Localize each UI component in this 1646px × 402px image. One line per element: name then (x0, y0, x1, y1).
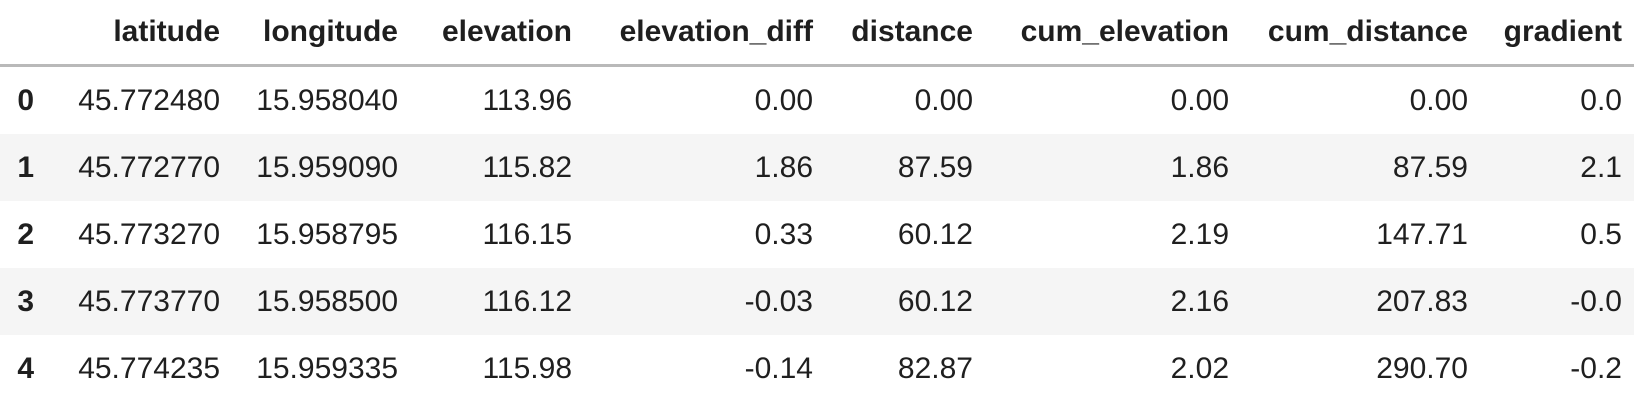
cell-cum_distance: 290.70 (1376, 352, 1468, 385)
cell-cum_distance: 147.71 (1376, 218, 1468, 251)
column-header-elevation_diff: elevation_diff (584, 0, 825, 67)
cell-gradient: -0.0 (1570, 285, 1622, 318)
cell-distance: 82.87 (897, 352, 973, 385)
column-header-gradient: gradient (1480, 0, 1634, 67)
cell-longitude: 15.959090 (256, 151, 398, 184)
cell-cum_elevation: 0.00 (1170, 84, 1229, 117)
cell-latitude: 45.772480 (78, 84, 220, 117)
cell-gradient: 0.0 (1580, 84, 1622, 117)
cell-longitude: 15.958040 (256, 84, 398, 117)
cell-cum_elevation: 2.19 (1170, 218, 1229, 251)
cell-latitude: 45.773270 (78, 218, 220, 251)
cell-distance: 60.12 (897, 218, 973, 251)
cell-distance: 0.00 (914, 84, 973, 117)
cell-latitude: 45.774235 (78, 352, 220, 385)
cell-elevation_diff: -0.14 (744, 352, 813, 385)
cell-distance: 60.12 (897, 285, 973, 318)
table-row: 3 45.773770 15.958500 116.12 -0.03 60.12 2.16 2… (0, 268, 1634, 335)
table-row: 1 45.772770 15.959090 115.82 1.86 87.59 1.86 87… (0, 134, 1634, 201)
cell-elevation: 115.82 (482, 151, 572, 184)
cell-cum_elevation: 2.16 (1170, 285, 1229, 318)
row-index: 1 (17, 151, 34, 184)
cell-elevation: 116.15 (482, 218, 572, 251)
cell-gradient: 2.1 (1580, 151, 1622, 184)
cell-longitude: 15.958795 (256, 218, 398, 251)
cell-elevation: 113.96 (482, 84, 572, 117)
row-index: 3 (17, 285, 34, 318)
cell-elevation_diff: -0.03 (744, 285, 813, 318)
cell-cum_elevation: 1.86 (1170, 151, 1229, 184)
cell-elevation_diff: 1.86 (754, 151, 813, 184)
column-header-latitude: latitude (46, 0, 232, 67)
cell-latitude: 45.772770 (78, 151, 220, 184)
cell-latitude: 45.773770 (78, 285, 220, 318)
table-row: 2 45.773270 15.958795 116.15 0.33 60.12 2.19 14… (0, 201, 1634, 268)
column-header-cum_elevation: cum_elevation (985, 0, 1241, 67)
table-row: 0 45.772480 15.958040 113.96 0.00 0.00 0.00 0.0… (0, 66, 1634, 135)
column-header-distance: distance (825, 0, 985, 67)
header-row: latitude longitude elevation elevation_diff… (0, 0, 1634, 67)
cell-distance: 87.59 (897, 151, 973, 184)
cell-cum_distance: 0.00 (1409, 84, 1468, 117)
cell-gradient: 0.5 (1580, 218, 1622, 251)
cell-longitude: 15.959335 (256, 352, 398, 385)
table-row: 4 45.774235 15.959335 115.98 -0.14 82.87 2.02 2… (0, 335, 1634, 402)
column-header-longitude: longitude (232, 0, 410, 67)
cell-longitude: 15.958500 (256, 285, 398, 318)
cell-elevation: 116.12 (482, 285, 572, 318)
cell-elevation_diff: 0.00 (754, 84, 813, 117)
row-index: 4 (17, 352, 34, 385)
cell-cum_distance: 87.59 (1392, 151, 1468, 184)
index-column-header (0, 0, 46, 67)
cell-cum_elevation: 2.02 (1170, 352, 1229, 385)
cell-elevation_diff: 0.33 (754, 218, 813, 251)
dataframe-body: 0 45.772480 15.958040 113.96 0.00 0.00 0.00 0.0… (0, 66, 1634, 402)
row-index: 0 (17, 84, 34, 117)
cell-gradient: -0.2 (1570, 352, 1622, 385)
column-header-elevation: elevation (410, 0, 584, 67)
row-index: 2 (17, 218, 34, 251)
cell-elevation: 115.98 (482, 352, 572, 385)
column-header-cum_distance: cum_distance (1241, 0, 1480, 67)
cell-cum_distance: 207.83 (1376, 285, 1468, 318)
